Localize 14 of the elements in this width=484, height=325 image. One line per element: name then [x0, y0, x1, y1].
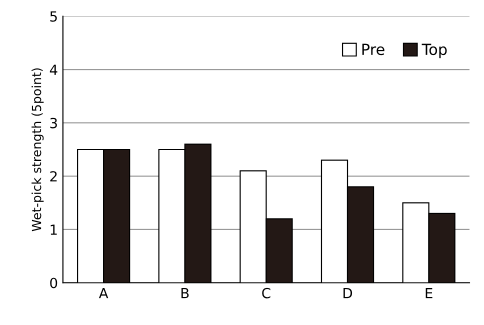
y-tick-label: 4	[50, 64, 58, 75]
y-tick-label: 2	[50, 171, 57, 182]
x-tick-label: D	[344, 288, 352, 298]
x-tick-label: B	[181, 288, 189, 298]
y-tick-label: 0	[50, 278, 58, 288]
x-tick-label: A	[98, 288, 108, 298]
legend-label: Top	[422, 44, 447, 58]
y-tick-label: 5	[50, 11, 57, 22]
y-tick-label: 1	[50, 224, 57, 235]
x-tick-label: E	[426, 288, 432, 298]
y-axis-title: Wet-pick strength (5point)	[32, 68, 44, 232]
legend-label: Pre	[362, 44, 384, 56]
x-tick-label: C	[262, 288, 270, 298]
y-tick-label: 3	[50, 118, 57, 128]
